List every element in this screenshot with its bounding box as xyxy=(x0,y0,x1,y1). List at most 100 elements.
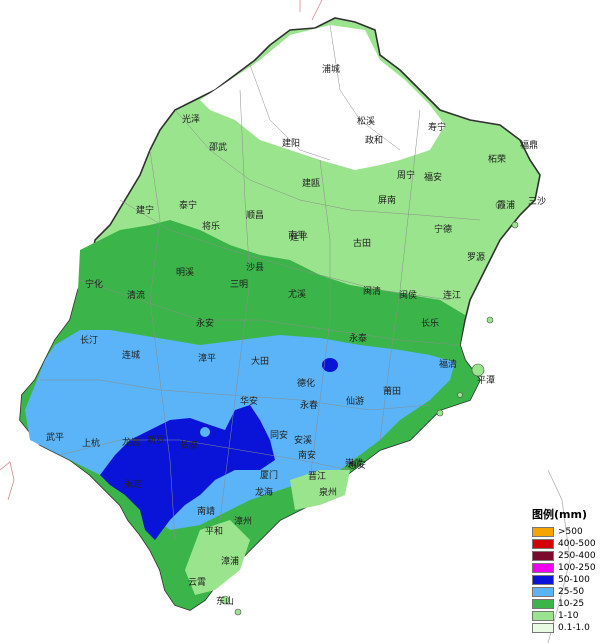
place-label: 宁德 xyxy=(434,223,452,235)
legend: 图例(mm) >500 400-500 250-400 100-250 50-100 25… xyxy=(532,506,598,634)
place-label: 安溪 xyxy=(294,434,312,446)
legend-title: 图例(mm) xyxy=(532,508,587,521)
county-borders xyxy=(40,24,481,541)
place-label: 尤溪 xyxy=(288,288,306,300)
legend-item: 1-10 xyxy=(532,610,598,622)
legend-label: 10-25 xyxy=(558,599,585,609)
place-label: 同安 xyxy=(270,429,288,441)
place-label: 长乐 xyxy=(421,317,439,329)
legend-item: 100-250 xyxy=(532,562,598,574)
legend-label: 250-400 xyxy=(558,551,596,561)
legend-label: 100-250 xyxy=(558,563,596,573)
legend-item: 400-500 xyxy=(532,538,598,550)
place-label: 福清 xyxy=(439,358,457,370)
islands xyxy=(220,200,519,616)
place-label: 漳州 xyxy=(234,515,252,527)
zone-50-100 xyxy=(100,405,275,540)
place-label: 永泰 xyxy=(349,332,367,344)
zone-25-50-spot xyxy=(200,427,210,437)
legend-swatch xyxy=(532,599,554,609)
legend-item: 25-50 xyxy=(532,586,598,598)
place-label: 新罗 xyxy=(147,434,165,446)
legend-item: 0.1-1.0 xyxy=(532,622,598,634)
legend-swatch xyxy=(532,563,554,573)
place-label: 清流 xyxy=(127,289,145,301)
legend-item: 250-400 xyxy=(532,550,598,562)
place-label: 福安 xyxy=(424,171,442,183)
legend-swatch xyxy=(532,587,554,597)
place-label: 东山 xyxy=(216,595,234,607)
place-label: 厦门 xyxy=(260,469,278,481)
legend-label: 50-100 xyxy=(558,575,590,585)
place-label: 连江 xyxy=(443,289,461,301)
place-label: 大田 xyxy=(251,355,269,367)
place-label: 建宁 xyxy=(136,204,154,216)
place-label: 莆田 xyxy=(383,385,401,397)
zone-white xyxy=(200,25,445,170)
place-label: 寿宁 xyxy=(428,121,446,133)
place-label: 龙海 xyxy=(255,486,273,498)
legend-swatch xyxy=(532,611,554,621)
place-label: 罗源 xyxy=(467,252,485,263)
neighbor-border-west xyxy=(0,461,15,501)
place-label: 周宁 xyxy=(397,169,415,181)
place-label: 长汀 xyxy=(80,334,98,346)
zone-1-10-coast xyxy=(290,470,350,510)
place-label: 明溪 xyxy=(176,266,194,278)
place-label: 泰宁 xyxy=(179,199,197,211)
place-label: 建阳 xyxy=(282,137,300,149)
place-label: 屏南 xyxy=(378,194,396,206)
place-label: 永定 xyxy=(124,478,142,490)
place-label: 霞浦 xyxy=(497,199,515,211)
place-label: 上杭 xyxy=(82,437,100,449)
legend-label: >500 xyxy=(558,527,583,537)
place-label: 柘荣 xyxy=(488,153,506,165)
place-label: 松溪 xyxy=(357,115,375,127)
place-label: 沙县 xyxy=(246,262,264,273)
place-label: 晋江 xyxy=(308,471,326,482)
place-label: 武平 xyxy=(46,431,64,443)
place-label: 漳浦 xyxy=(221,555,239,567)
place-label: 闽侯 xyxy=(399,289,417,301)
legend-label: 1-10 xyxy=(558,611,579,621)
place-label: 龙岩 xyxy=(122,436,140,448)
legend-swatch xyxy=(532,575,554,585)
place-label: 南安 xyxy=(298,449,316,461)
place-label: 南平 xyxy=(288,229,306,241)
legend-swatch xyxy=(532,539,554,549)
place-label: 连城 xyxy=(122,349,140,361)
place-label: 华安 xyxy=(240,395,258,407)
legend-swatch xyxy=(532,551,554,561)
place-label: 永春 xyxy=(300,399,318,411)
legend-item: 50-100 xyxy=(532,574,598,586)
legend-item: 10-25 xyxy=(532,598,598,610)
place-label: 宁化 xyxy=(85,278,103,290)
place-label: 邵武 xyxy=(209,141,227,153)
legend-swatch xyxy=(532,527,554,537)
zone-1-10-south xyxy=(185,520,250,595)
neighbor-border-north xyxy=(299,0,323,21)
place-label: 光泽 xyxy=(182,113,200,125)
legend-label: 25-50 xyxy=(558,587,585,597)
place-label: 崇武 xyxy=(345,457,363,469)
place-label: 建瓯 xyxy=(302,177,320,189)
place-label: 顺昌 xyxy=(246,210,264,221)
place-label: 仙游 xyxy=(346,395,364,407)
place-label: 将乐 xyxy=(202,220,220,232)
place-label: 漳平 xyxy=(198,352,216,364)
legend-item: >500 xyxy=(532,526,598,538)
taiwan-coast xyxy=(547,469,571,643)
place-label: 平潭 xyxy=(477,375,495,386)
place-label: 三明 xyxy=(230,279,248,290)
place-label: 德化 xyxy=(297,377,315,389)
place-label: 三沙 xyxy=(528,196,546,207)
place-label: 长泰 xyxy=(180,439,198,451)
place-label: 古田 xyxy=(353,237,371,249)
place-label: 南靖 xyxy=(197,505,215,517)
place-label: 延平 xyxy=(290,231,308,243)
place-label: 永安 xyxy=(196,317,214,329)
legend-label: 400-500 xyxy=(558,539,596,549)
zone-25-50-spot-2 xyxy=(257,394,267,406)
